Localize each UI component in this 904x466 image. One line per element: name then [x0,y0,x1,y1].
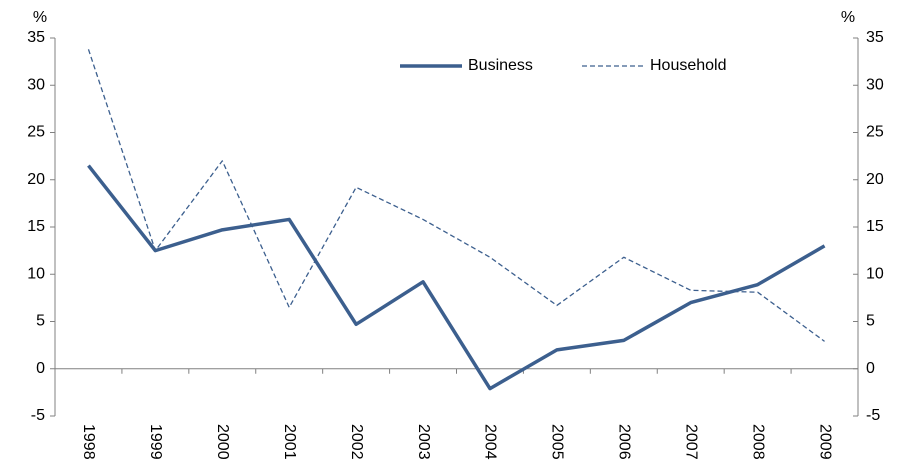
legend-label: Household [650,57,727,74]
y2-tick-label: 30 [866,76,884,93]
x-tick-label: 2008 [749,424,766,460]
x-tick-label: 2001 [281,424,298,460]
x-tick-label: 1999 [147,424,164,460]
y2-tick-label: 35 [866,29,884,46]
y2-tick-label: 10 [866,265,884,282]
y2-tick-label: 15 [866,218,884,235]
y-tick-label: 25 [27,124,45,141]
y-tick-label: -5 [31,407,45,424]
y2-tick-label: 0 [866,360,875,377]
x-tick-label: 2007 [682,424,699,460]
x-tick-label: 2005 [549,424,566,460]
series-line [87,49,825,342]
y-tick-label: 30 [27,76,45,93]
y2-tick-label: 5 [866,313,875,330]
y-tick-label: 35 [27,29,45,46]
y2-axis-label: % [841,9,855,26]
y2-tick-label: -5 [866,407,880,424]
y-axis-label: % [33,9,47,26]
y-tick-label: 20 [27,171,45,188]
y-tick-label: 10 [27,265,45,282]
y-tick-label: 0 [36,360,45,377]
x-tick-label: 1998 [80,424,97,460]
x-tick-label: 2009 [816,424,833,460]
x-tick-label: 2004 [482,424,499,460]
series-line [87,164,826,391]
y-tick-label: 5 [36,313,45,330]
y2-tick-label: 20 [866,171,884,188]
x-tick-label: 2003 [415,424,432,460]
x-tick-label: 2002 [348,424,365,460]
legend-label: Business [468,57,533,74]
y2-tick-label: 25 [866,124,884,141]
x-tick-label: 2000 [214,424,231,460]
x-tick-label: 2006 [616,424,633,460]
y-tick-label: 15 [27,218,45,235]
